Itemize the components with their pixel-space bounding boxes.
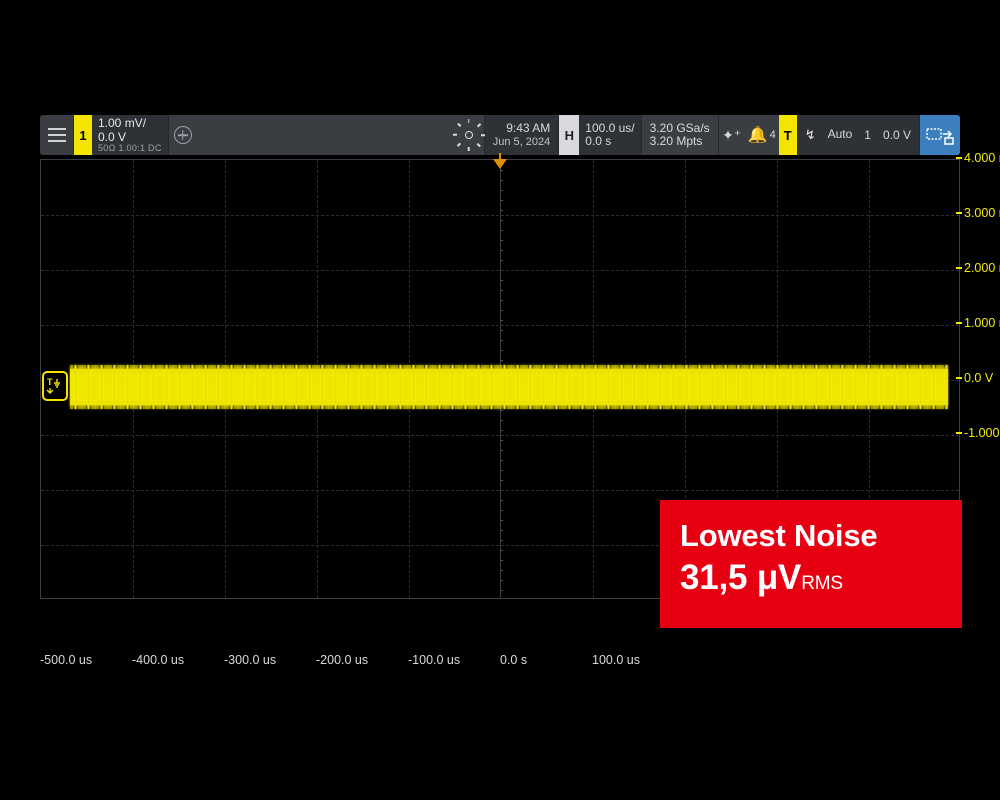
star-icon: ✦⁺ xyxy=(722,127,741,144)
y-axis-label: 2.000 mV xyxy=(956,261,1000,275)
menu-button[interactable] xyxy=(40,115,74,155)
horizontal-badge: H xyxy=(559,115,579,155)
channel-1-settings: 1.00 mV/ 0.0 V 50Ω 1.00:1 DC xyxy=(92,115,169,155)
callout-number: 31,5 μV xyxy=(680,558,801,597)
trigger-settings: ↯ Auto 1 0.0 V xyxy=(797,115,920,155)
zoom-button[interactable] xyxy=(920,115,960,155)
y-axis-label: 3.000 mV xyxy=(956,206,1000,220)
waveform-trace xyxy=(70,369,948,405)
grid-line-horizontal xyxy=(41,435,959,436)
grid-line-horizontal xyxy=(41,215,959,216)
sun-icon xyxy=(461,127,477,143)
trigger-mode: Auto xyxy=(828,128,853,141)
notifications-button[interactable]: 🔔 4 xyxy=(745,115,779,155)
clock-date: Jun 5, 2024 xyxy=(493,136,551,149)
trigger-edge-icon: ↯ xyxy=(805,127,816,143)
callout-title: Lowest Noise xyxy=(680,518,942,554)
plus-icon xyxy=(174,126,192,144)
grid-line-horizontal xyxy=(41,270,959,271)
horizontal-block[interactable]: H 100.0 us/ 0.0 s xyxy=(559,115,641,155)
callout-value: 31,5 μVRMS xyxy=(680,558,942,598)
trigger-level: 0.0 V xyxy=(883,128,911,142)
oscilloscope-screen: 1 1.00 mV/ 0.0 V 50Ω 1.00:1 DC 9:43 AM J… xyxy=(40,115,960,685)
acquisition-block[interactable]: 3.20 GSa/s 3.20 Mpts xyxy=(642,115,719,155)
channel-coupling: 50Ω 1.00:1 DC xyxy=(98,144,162,154)
y-axis-label: 1.000 mV xyxy=(956,316,1000,330)
hamburger-icon xyxy=(48,128,66,142)
ground-icon: T xyxy=(46,376,64,396)
grid-line-horizontal xyxy=(41,490,959,491)
notification-count: 4 xyxy=(770,129,776,141)
trigger-block[interactable]: T ↯ Auto 1 0.0 V xyxy=(779,115,920,155)
horizontal-settings: 100.0 us/ 0.0 s xyxy=(579,115,641,155)
y-axis-label: -1.000 mV xyxy=(956,426,1000,440)
y-axis-label: 4.000 mV xyxy=(956,151,1000,165)
channel-scale: 1.00 mV/ xyxy=(98,117,162,130)
display-brightness-button[interactable] xyxy=(454,115,484,155)
channel-ground-handle[interactable]: T xyxy=(42,371,68,401)
trigger-badge: T xyxy=(779,115,797,155)
add-channel-button[interactable] xyxy=(169,115,197,155)
trigger-position-marker[interactable] xyxy=(493,159,507,169)
favorites-button[interactable]: ✦⁺ xyxy=(719,115,745,155)
channel-1-badge: 1 xyxy=(74,115,92,155)
grid-line-horizontal xyxy=(41,325,959,326)
trigger-source: 1 xyxy=(864,128,871,142)
channel-offset: 0.0 V xyxy=(98,131,162,144)
scope-toolbar: 1 1.00 mV/ 0.0 V 50Ω 1.00:1 DC 9:43 AM J… xyxy=(40,115,960,155)
clock-time: 9:43 AM xyxy=(493,122,551,136)
svg-text:T: T xyxy=(47,377,53,387)
callout-suffix: RMS xyxy=(801,573,843,594)
toolbar-spacer xyxy=(197,115,454,155)
memory-depth: 3.20 Mpts xyxy=(650,135,710,148)
zoom-icon xyxy=(925,123,955,147)
horizontal-delay: 0.0 s xyxy=(585,135,634,148)
x-axis-labels: -500.0 us-400.0 us-300.0 us-200.0 us-100… xyxy=(40,653,960,675)
bell-icon: 🔔 xyxy=(748,125,768,145)
channel-1-block[interactable]: 1 1.00 mV/ 0.0 V 50Ω 1.00:1 DC xyxy=(74,115,169,155)
y-axis-label: 0.0 V xyxy=(956,371,993,385)
clock-block[interactable]: 9:43 AM Jun 5, 2024 xyxy=(484,115,560,155)
marketing-callout: Lowest Noise 31,5 μVRMS xyxy=(660,500,962,628)
